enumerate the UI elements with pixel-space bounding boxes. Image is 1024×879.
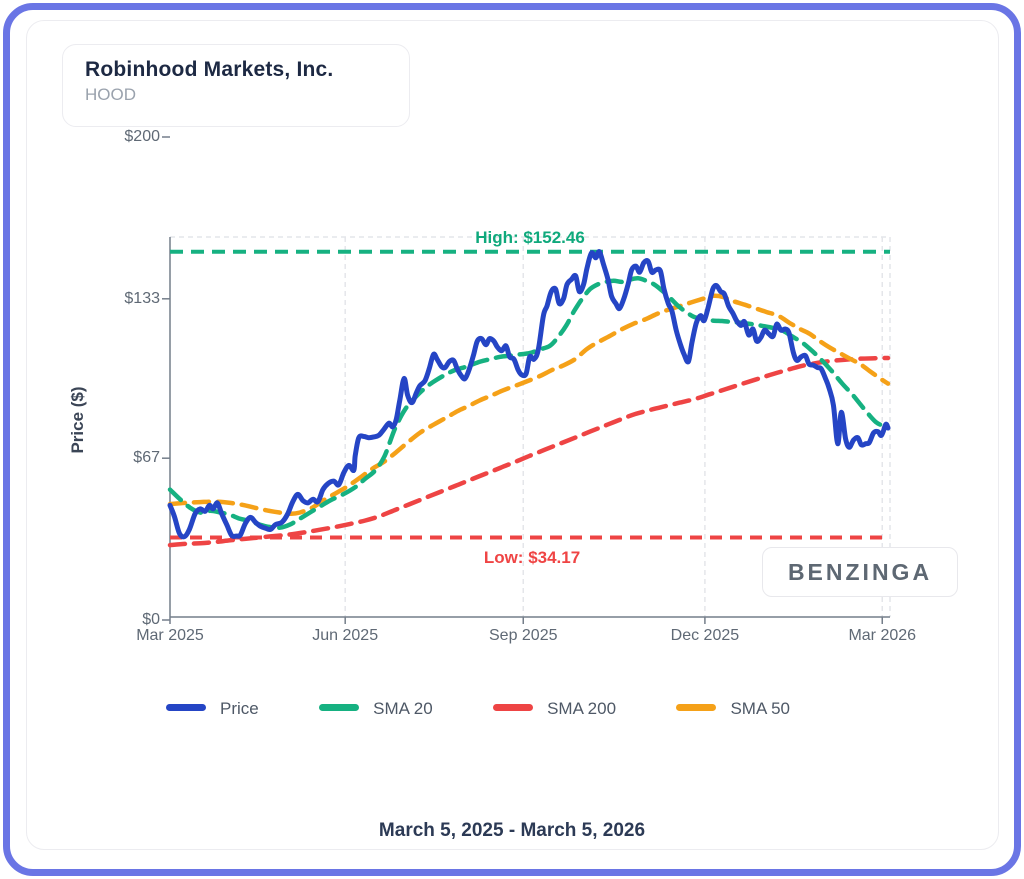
- benzinga-watermark: BENZINGA: [762, 547, 958, 597]
- legend-swatch-sma-20: [319, 704, 360, 711]
- instrument-title-box: Robinhood Markets, Inc. HOOD: [62, 44, 410, 127]
- legend-label: SMA 50: [730, 699, 790, 718]
- series-sma-200: [167, 355, 891, 548]
- chart-legend: Price SMA 20 SMA 200 SMA 50: [166, 699, 790, 719]
- legend-label: SMA 200: [547, 699, 617, 718]
- series-sma-50: [167, 293, 891, 516]
- legend-swatch-sma-200: [493, 704, 534, 711]
- legend-item: SMA 50: [676, 699, 790, 719]
- legend-swatch-sma-50: [676, 704, 717, 711]
- date-range-footer: March 5, 2025 - March 5, 2026: [378, 820, 646, 841]
- legend-item: SMA 20: [319, 699, 433, 719]
- legend-label: SMA 20: [373, 699, 433, 718]
- legend-item: SMA 200: [493, 699, 616, 719]
- legend-swatch-price: [166, 704, 206, 711]
- instrument-ticker: HOOD: [85, 85, 136, 104]
- series-price: [167, 249, 891, 540]
- instrument-name: Robinhood Markets, Inc.: [85, 58, 334, 81]
- legend-item: Price: [166, 699, 259, 719]
- legend-label: Price: [220, 699, 259, 718]
